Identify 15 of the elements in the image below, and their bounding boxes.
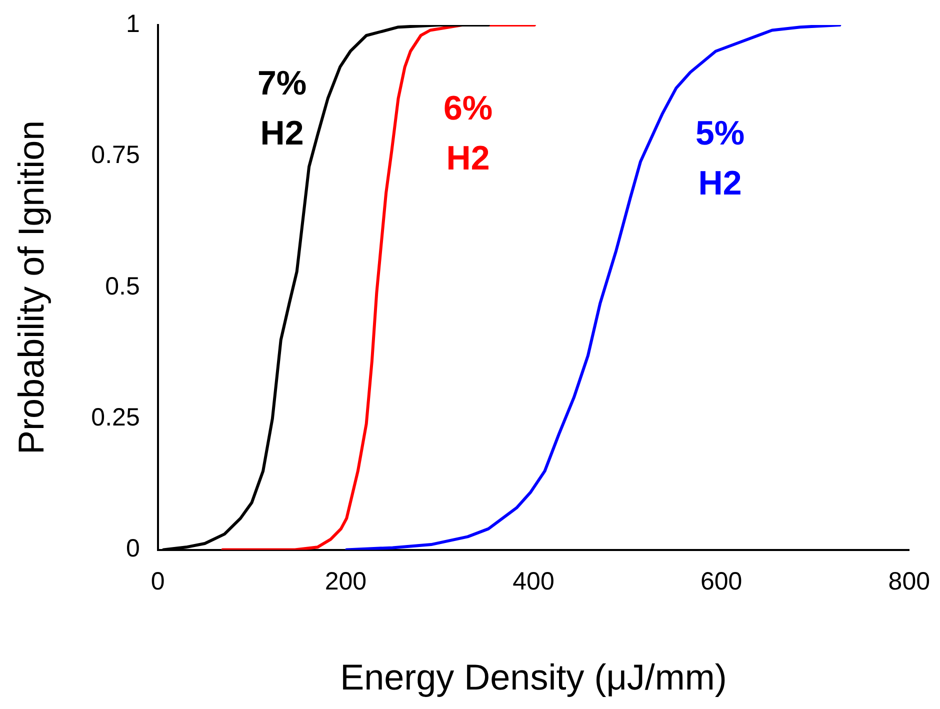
x-tick-label: 0 [150, 568, 165, 596]
series-label: 6% H2 [443, 89, 493, 178]
y-tick-label: 0.25 [91, 403, 140, 432]
y-tick-label: 1 [126, 10, 140, 38]
x-tick-label: 800 [888, 568, 930, 596]
y-tick-label: 0.5 [105, 272, 140, 300]
y-axis-title: Probability of Ignition [10, 120, 52, 454]
x-tick-label: 600 [700, 568, 742, 596]
y-tick-label: 0.75 [91, 141, 140, 170]
x-tick-label: 200 [324, 568, 367, 596]
x-tick-label: 400 [512, 568, 554, 596]
x-axis-title: Energy Density (μJ/mm) [340, 656, 727, 698]
series-label: 5% H2 [695, 114, 745, 202]
series-label: 7% H2 [257, 64, 307, 152]
y-tick-label: 0 [126, 534, 140, 563]
